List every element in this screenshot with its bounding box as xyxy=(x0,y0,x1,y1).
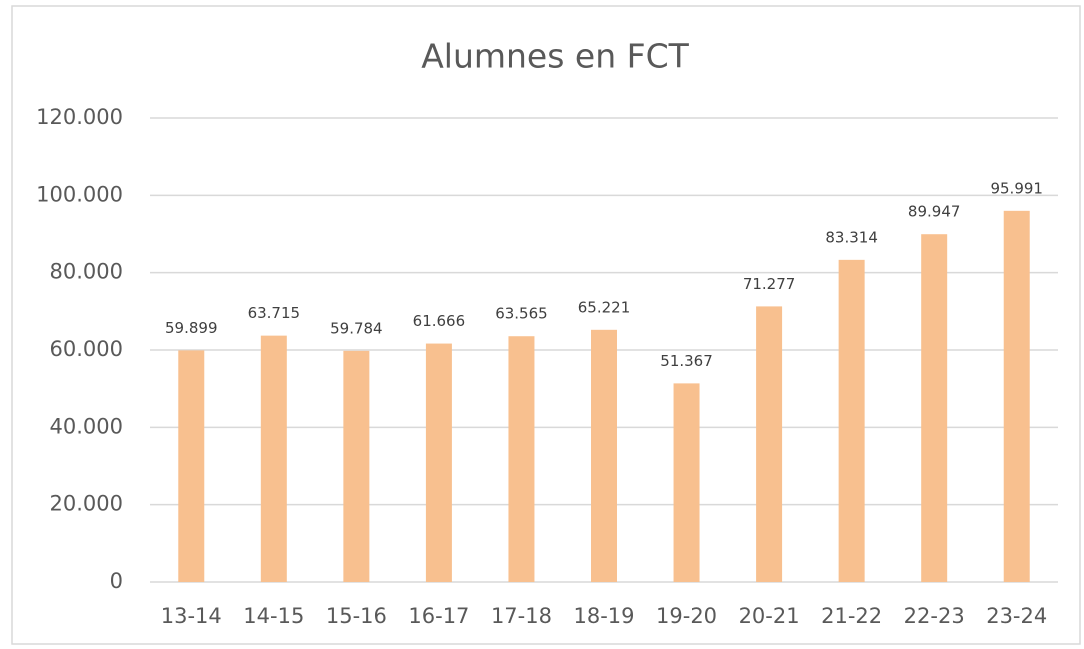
data-label: 63.715 xyxy=(248,304,301,322)
data-label: 65.221 xyxy=(578,298,631,316)
x-tick-label: 19-20 xyxy=(656,604,717,628)
bar xyxy=(591,329,617,582)
y-tick-label: 20.000 xyxy=(50,492,123,516)
data-label: 51.367 xyxy=(660,352,713,370)
bar xyxy=(673,383,700,582)
bar xyxy=(425,343,452,582)
x-tick-label: 17-18 xyxy=(491,604,552,628)
bar xyxy=(756,306,783,582)
data-label: 61.666 xyxy=(413,312,466,330)
data-label: 59.784 xyxy=(330,319,383,337)
x-tick-label: 15-16 xyxy=(326,604,387,628)
x-tick-label: 21-22 xyxy=(821,604,882,628)
bar xyxy=(260,335,287,582)
x-tick-label: 16-17 xyxy=(408,604,469,628)
y-tick-label: 120.000 xyxy=(36,105,123,129)
x-tick-label: 20-21 xyxy=(739,604,800,628)
bar xyxy=(1003,210,1030,583)
x-tick-label: 13-14 xyxy=(161,604,222,628)
x-tick-label: 14-15 xyxy=(243,604,304,628)
bar xyxy=(178,350,205,582)
y-tick-label: 80.000 xyxy=(50,260,123,284)
data-label: 83.314 xyxy=(825,228,878,246)
data-label: 95.991 xyxy=(990,179,1043,197)
bar xyxy=(343,350,370,582)
data-label: 89.947 xyxy=(908,203,961,221)
chart-title: Alumnes en FCT xyxy=(421,37,689,76)
data-label: 63.565 xyxy=(495,305,548,323)
x-tick-label: 18-19 xyxy=(573,604,634,628)
bar xyxy=(921,234,948,582)
y-tick-label: 0 xyxy=(110,569,123,593)
bar xyxy=(838,259,865,582)
data-label: 59.899 xyxy=(165,319,218,337)
y-tick-label: 60.000 xyxy=(50,337,123,361)
bar xyxy=(508,336,535,582)
data-label: 71.277 xyxy=(743,275,796,293)
y-tick-label: 40.000 xyxy=(50,414,123,438)
y-tick-label: 100.000 xyxy=(36,182,123,206)
x-tick-label: 22-23 xyxy=(904,604,965,628)
x-tick-label: 23-24 xyxy=(986,604,1047,628)
